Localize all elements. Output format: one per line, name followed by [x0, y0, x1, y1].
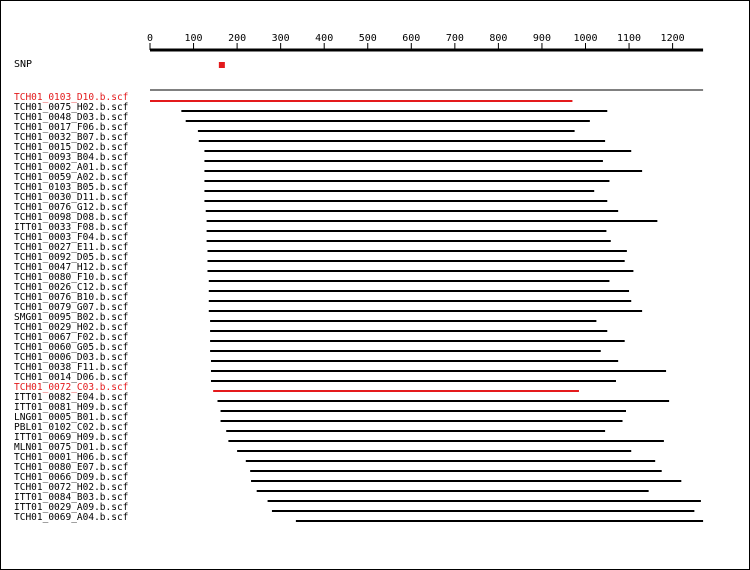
- axis-tick-label: 1200: [661, 33, 685, 44]
- read-name: TCH01_0002_A01.b.scf: [14, 162, 129, 173]
- axis-tick-label: 1100: [617, 33, 641, 44]
- read-name: TCH01_0072_C03.b.scf: [14, 382, 129, 393]
- snp-label: SNP: [14, 59, 33, 70]
- read-name: TCH01_0080_E07.b.scf: [14, 462, 129, 473]
- read-name: TCH01_0098_D08.b.scf: [14, 212, 129, 223]
- read-name: TCH01_0027_E11.b.scf: [14, 242, 129, 253]
- read-name: TCH01_0015_D02.b.scf: [14, 142, 129, 153]
- read-name: TCH01_0067_F02.b.scf: [14, 332, 129, 343]
- axis-tick-label: 1000: [573, 33, 597, 44]
- read-name: TCH01_0017_F06.b.scf: [14, 122, 129, 133]
- snp-marker: [218, 62, 225, 68]
- read-name: TCH01_0047_H12.b.scf: [14, 262, 129, 273]
- axis-tick-label: 200: [228, 33, 246, 44]
- read-name: TCH01_0038_F11.b.scf: [14, 362, 129, 373]
- read-name: ITT01_0033_F08.b.scf: [14, 222, 129, 233]
- read-name: TCH01_0001_H06.b.scf: [14, 452, 129, 463]
- axis-tick-label: 900: [533, 33, 551, 44]
- read-name: TCH01_0069_A04.b.scf: [14, 512, 129, 523]
- read-name: TCH01_0048_D03.b.scf: [14, 112, 129, 123]
- read-bars: [150, 100, 704, 522]
- position-axis: 0 100 200 300 400 500 600 700 800 900 1000 1100 1200: [147, 33, 704, 52]
- read-name: TCH01_0076_G12.b.scf: [14, 202, 129, 213]
- read-name: TCH01_0072_H02.b.scf: [14, 482, 129, 493]
- read-name: TCH01_0079_G07.b.scf: [14, 302, 129, 313]
- axis-tick-label: 600: [402, 33, 420, 44]
- axis-tick-label: 500: [359, 33, 377, 44]
- read-name: LNG01_0005_B01.b.scf: [14, 412, 129, 423]
- read-name: TCH01_0060_G05.b.scf: [14, 342, 129, 353]
- axis-tick-label: 0: [147, 33, 153, 44]
- axis-tick-label: 100: [185, 33, 203, 44]
- axis-tick-label: 300: [272, 33, 290, 44]
- read-name: TCH01_0103_B05.b.scf: [14, 182, 129, 193]
- read-name: TCH01_0076_B10.b.scf: [14, 292, 129, 303]
- read-name: ITT01_0081_H09.b.scf: [14, 402, 129, 413]
- read-name: TCH01_0026_C12.b.scf: [14, 282, 129, 293]
- read-name: ITT01_0029_A09.b.scf: [14, 502, 129, 513]
- read-name: TCH01_0075_H02.b.scf: [14, 102, 129, 113]
- read-name: TCH01_0059_A02.b.scf: [14, 172, 129, 183]
- read-name: TCH01_0029_H02.b.scf: [14, 322, 129, 333]
- axis-tick-label: 400: [315, 33, 333, 44]
- axis-tick-label: 700: [446, 33, 464, 44]
- read-name: TCH01_0014_D06.b.scf: [14, 372, 129, 383]
- read-name: TCH01_0092_D05.b.scf: [14, 252, 129, 263]
- read-name: ITT01_0084_B03.b.scf: [14, 492, 129, 503]
- read-name: SMG01_0095_B02.b.scf: [14, 312, 129, 323]
- read-name: TCH01_0093_B04.b.scf: [14, 152, 129, 163]
- read-name: TCH01_0003_F04.b.scf: [14, 232, 129, 243]
- read-name: TCH01_0103_D10.b.scf: [14, 92, 129, 103]
- axis-tick-label: 800: [489, 33, 507, 44]
- read-name: TCH01_0030_D11.b.scf: [14, 192, 129, 203]
- read-name: TCH01_0066_D09.b.scf: [14, 472, 129, 483]
- read-name: TCH01_0032_B07.b.scf: [14, 132, 129, 143]
- read-name: MLN01_0075_D01.b.scf: [14, 442, 129, 453]
- read-name: TCH01_0006_D03.b.scf: [14, 352, 129, 363]
- read-name: ITT01_0082_E04.b.scf: [14, 392, 129, 403]
- read-name: ITT01_0069_H09.b.scf: [14, 432, 129, 443]
- read-name: TCH01_0080_F10.b.scf: [14, 272, 129, 283]
- read-name: PBL01_0102_C02.b.scf: [14, 422, 129, 433]
